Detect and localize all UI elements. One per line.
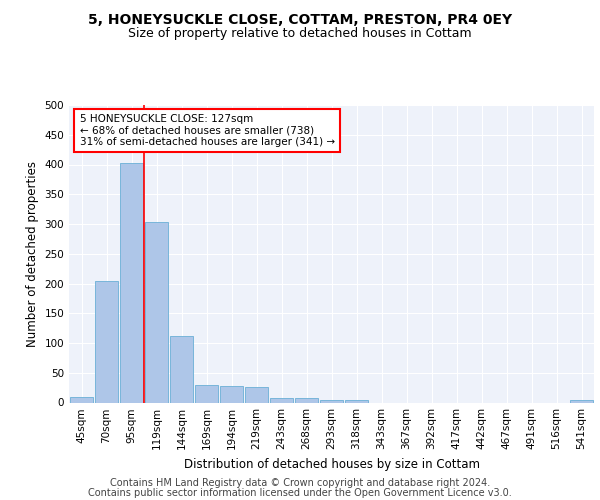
Text: Contains HM Land Registry data © Crown copyright and database right 2024.: Contains HM Land Registry data © Crown c…	[110, 478, 490, 488]
Text: 5, HONEYSUCKLE CLOSE, COTTAM, PRESTON, PR4 0EY: 5, HONEYSUCKLE CLOSE, COTTAM, PRESTON, P…	[88, 12, 512, 26]
Bar	[170, 336, 193, 402]
Bar	[220, 386, 243, 402]
X-axis label: Distribution of detached houses by size in Cottam: Distribution of detached houses by size …	[184, 458, 479, 471]
Bar	[95, 280, 118, 402]
Bar	[345, 400, 368, 402]
Bar	[295, 398, 318, 402]
Bar	[245, 387, 268, 402]
Bar	[320, 400, 343, 402]
Bar	[570, 400, 593, 402]
Bar	[270, 398, 293, 402]
Y-axis label: Number of detached properties: Number of detached properties	[26, 161, 39, 347]
Bar	[120, 162, 143, 402]
Bar	[70, 396, 93, 402]
Text: 5 HONEYSUCKLE CLOSE: 127sqm
← 68% of detached houses are smaller (738)
31% of se: 5 HONEYSUCKLE CLOSE: 127sqm ← 68% of det…	[79, 114, 335, 147]
Bar	[195, 384, 218, 402]
Text: Contains public sector information licensed under the Open Government Licence v3: Contains public sector information licen…	[88, 488, 512, 498]
Text: Size of property relative to detached houses in Cottam: Size of property relative to detached ho…	[128, 28, 472, 40]
Bar	[145, 222, 168, 402]
